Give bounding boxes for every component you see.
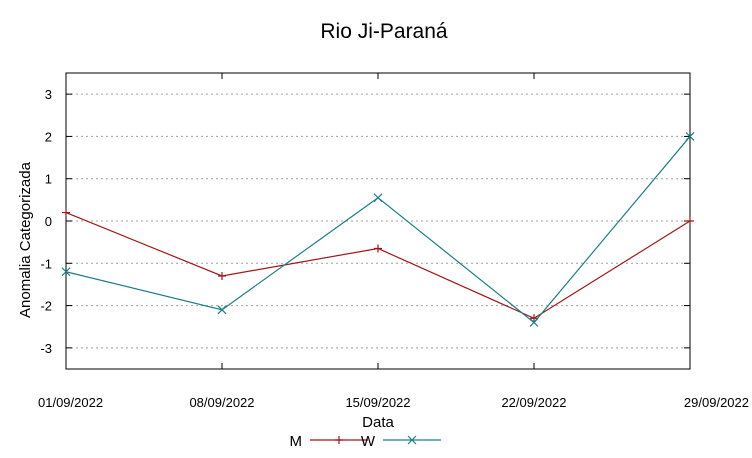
point-marker xyxy=(407,435,417,445)
x-tick-label: 15/09/2022 xyxy=(345,395,410,410)
point-marker xyxy=(218,271,226,280)
point-marker xyxy=(530,314,538,323)
y-tick-label: -3 xyxy=(40,341,52,356)
y-tick-label: 3 xyxy=(45,87,52,102)
point-marker xyxy=(217,305,227,315)
x-axis-ticks: 01/09/2022 08/09/2022 15/09/2022 22/09/2022… xyxy=(38,73,749,410)
legend-label-M: M xyxy=(290,433,303,450)
point-marker xyxy=(529,318,539,327)
point-marker xyxy=(373,193,383,203)
y-tick-label: 2 xyxy=(45,129,52,144)
point-marker xyxy=(686,217,694,225)
point-marker xyxy=(61,267,71,277)
y-tick-label: -1 xyxy=(40,256,52,271)
y-tick-label: 1 xyxy=(45,172,52,187)
y-axis-label: Anomalia Categorizada xyxy=(17,161,34,318)
point-marker xyxy=(335,436,343,444)
y-axis-ticks: -3 -2 -1 0 1 2 3 xyxy=(40,87,690,356)
point-marker xyxy=(62,208,70,217)
y-tick-label: 0 xyxy=(45,214,52,229)
series-group xyxy=(61,132,695,327)
point-marker xyxy=(685,132,695,141)
chart-title: Rio Ji-Paraná xyxy=(320,20,448,43)
x-tick-label: 01/09/2022 xyxy=(38,395,103,410)
x-tick-label: 29/09/2022 xyxy=(684,395,749,410)
x-tick-label: 08/09/2022 xyxy=(189,395,254,410)
x-tick-label: 22/09/2022 xyxy=(501,395,566,410)
legend-label-W: W xyxy=(361,433,376,450)
series-line-M xyxy=(65,211,691,319)
point-marker xyxy=(374,244,382,253)
grid-lines xyxy=(66,93,690,349)
x-axis-label: Data xyxy=(362,414,394,431)
series-line-W xyxy=(65,136,691,324)
y-tick-label: -2 xyxy=(40,299,52,314)
